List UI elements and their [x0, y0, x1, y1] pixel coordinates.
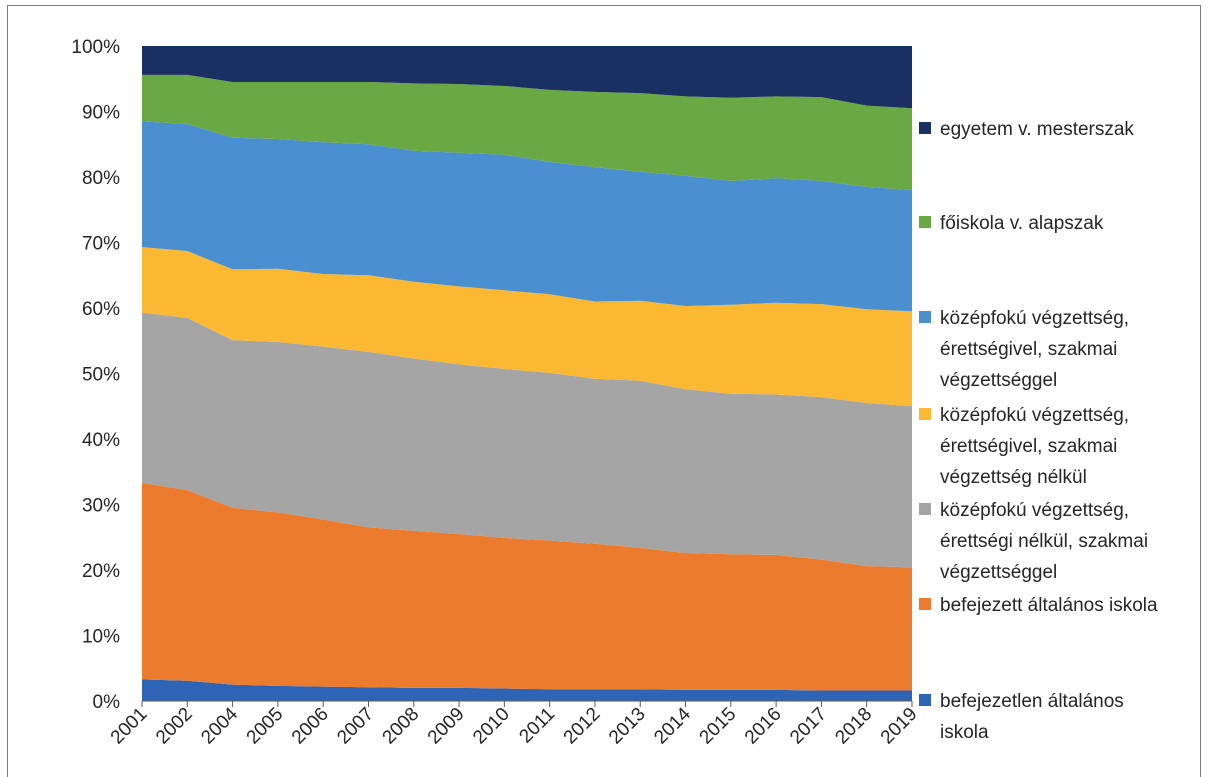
x-tick-label: 2010	[469, 704, 514, 749]
legend-swatch	[919, 503, 931, 515]
legend-label: érettségivel, szakmai	[940, 339, 1117, 360]
x-tick-label: 2014	[650, 703, 695, 748]
y-tick-label: 10%	[82, 627, 120, 648]
area-series-3	[142, 247, 912, 407]
y-tick-label: 70%	[82, 234, 120, 255]
y-tick-label: 0%	[93, 692, 121, 713]
legend-swatch	[919, 311, 931, 323]
area-series-6	[142, 46, 912, 109]
x-tick-label: 2015	[696, 704, 741, 749]
legend-label: iskola	[940, 722, 989, 743]
y-tick-label: 60%	[82, 299, 120, 320]
legend-swatch	[919, 216, 931, 228]
y-tick-label: 100%	[71, 37, 120, 58]
area-series-5	[142, 74, 912, 191]
area-series-1	[142, 482, 912, 691]
legend-swatch	[919, 694, 931, 706]
x-tick-label: 2017	[786, 704, 831, 749]
x-tick-label: 2019	[877, 704, 922, 749]
legend-swatch	[919, 408, 931, 420]
legend-swatch	[919, 122, 931, 134]
y-tick-label: 80%	[82, 168, 120, 189]
area-series-4	[142, 121, 912, 312]
x-axis: 2001 2002 2004 2005 2006 2007 2008 2009 2010 2011…	[107, 700, 922, 749]
y-tick-label: 90%	[82, 103, 120, 124]
legend-label: egyetem v. mesterszak	[940, 119, 1134, 140]
x-tick-label: 2016	[741, 704, 786, 749]
y-tick-label: 50%	[82, 365, 120, 386]
legend-label: befejezett általános iskola	[940, 595, 1158, 616]
legend-label: középfokú végzettség,	[940, 500, 1129, 521]
x-tick-label: 2002	[152, 704, 197, 749]
x-tick-label: 2005	[243, 704, 288, 749]
legend-swatch	[919, 598, 931, 610]
x-tick-label: 2011	[515, 704, 559, 748]
x-tick-label: 2007	[333, 704, 378, 749]
legend-label: középfokú végzettség,	[940, 405, 1129, 426]
plot-areas	[142, 46, 912, 701]
y-tick-label: 30%	[82, 496, 120, 517]
x-tick-label: 2008	[379, 704, 424, 749]
legend-label: végzettséggel	[940, 562, 1057, 583]
x-tick-label: 2018	[831, 704, 876, 749]
area-series-0	[142, 679, 912, 701]
x-tick-label: 2012	[560, 704, 605, 749]
legend: egyetem v. mesterszak főiskola v. alapsza…	[919, 119, 1158, 743]
y-tick-label: 20%	[82, 561, 120, 582]
y-tick-label: 40%	[82, 430, 120, 451]
x-tick-label: 2009	[424, 704, 469, 749]
legend-label: érettségi nélkül, szakmai	[940, 531, 1148, 552]
legend-label: érettségivel, szakmai	[940, 436, 1117, 457]
chart-frame	[7, 5, 1201, 777]
legend-label: középfokú végzettség,	[940, 308, 1129, 329]
legend-label: befejezetlen általános	[940, 691, 1124, 712]
legend-label: végzettséggel	[940, 370, 1057, 391]
x-tick-label: 2004	[197, 703, 242, 748]
area-series-2	[142, 312, 912, 568]
y-axis: 0% 10% 20% 30% 40% 50% 60% 70% 80% 90% 100%	[71, 37, 120, 713]
x-tick-label: 2006	[288, 704, 333, 749]
legend-label: végzettség nélkül	[940, 467, 1087, 488]
x-tick-label: 2013	[605, 704, 650, 749]
legend-label: főiskola v. alapszak	[940, 213, 1104, 234]
